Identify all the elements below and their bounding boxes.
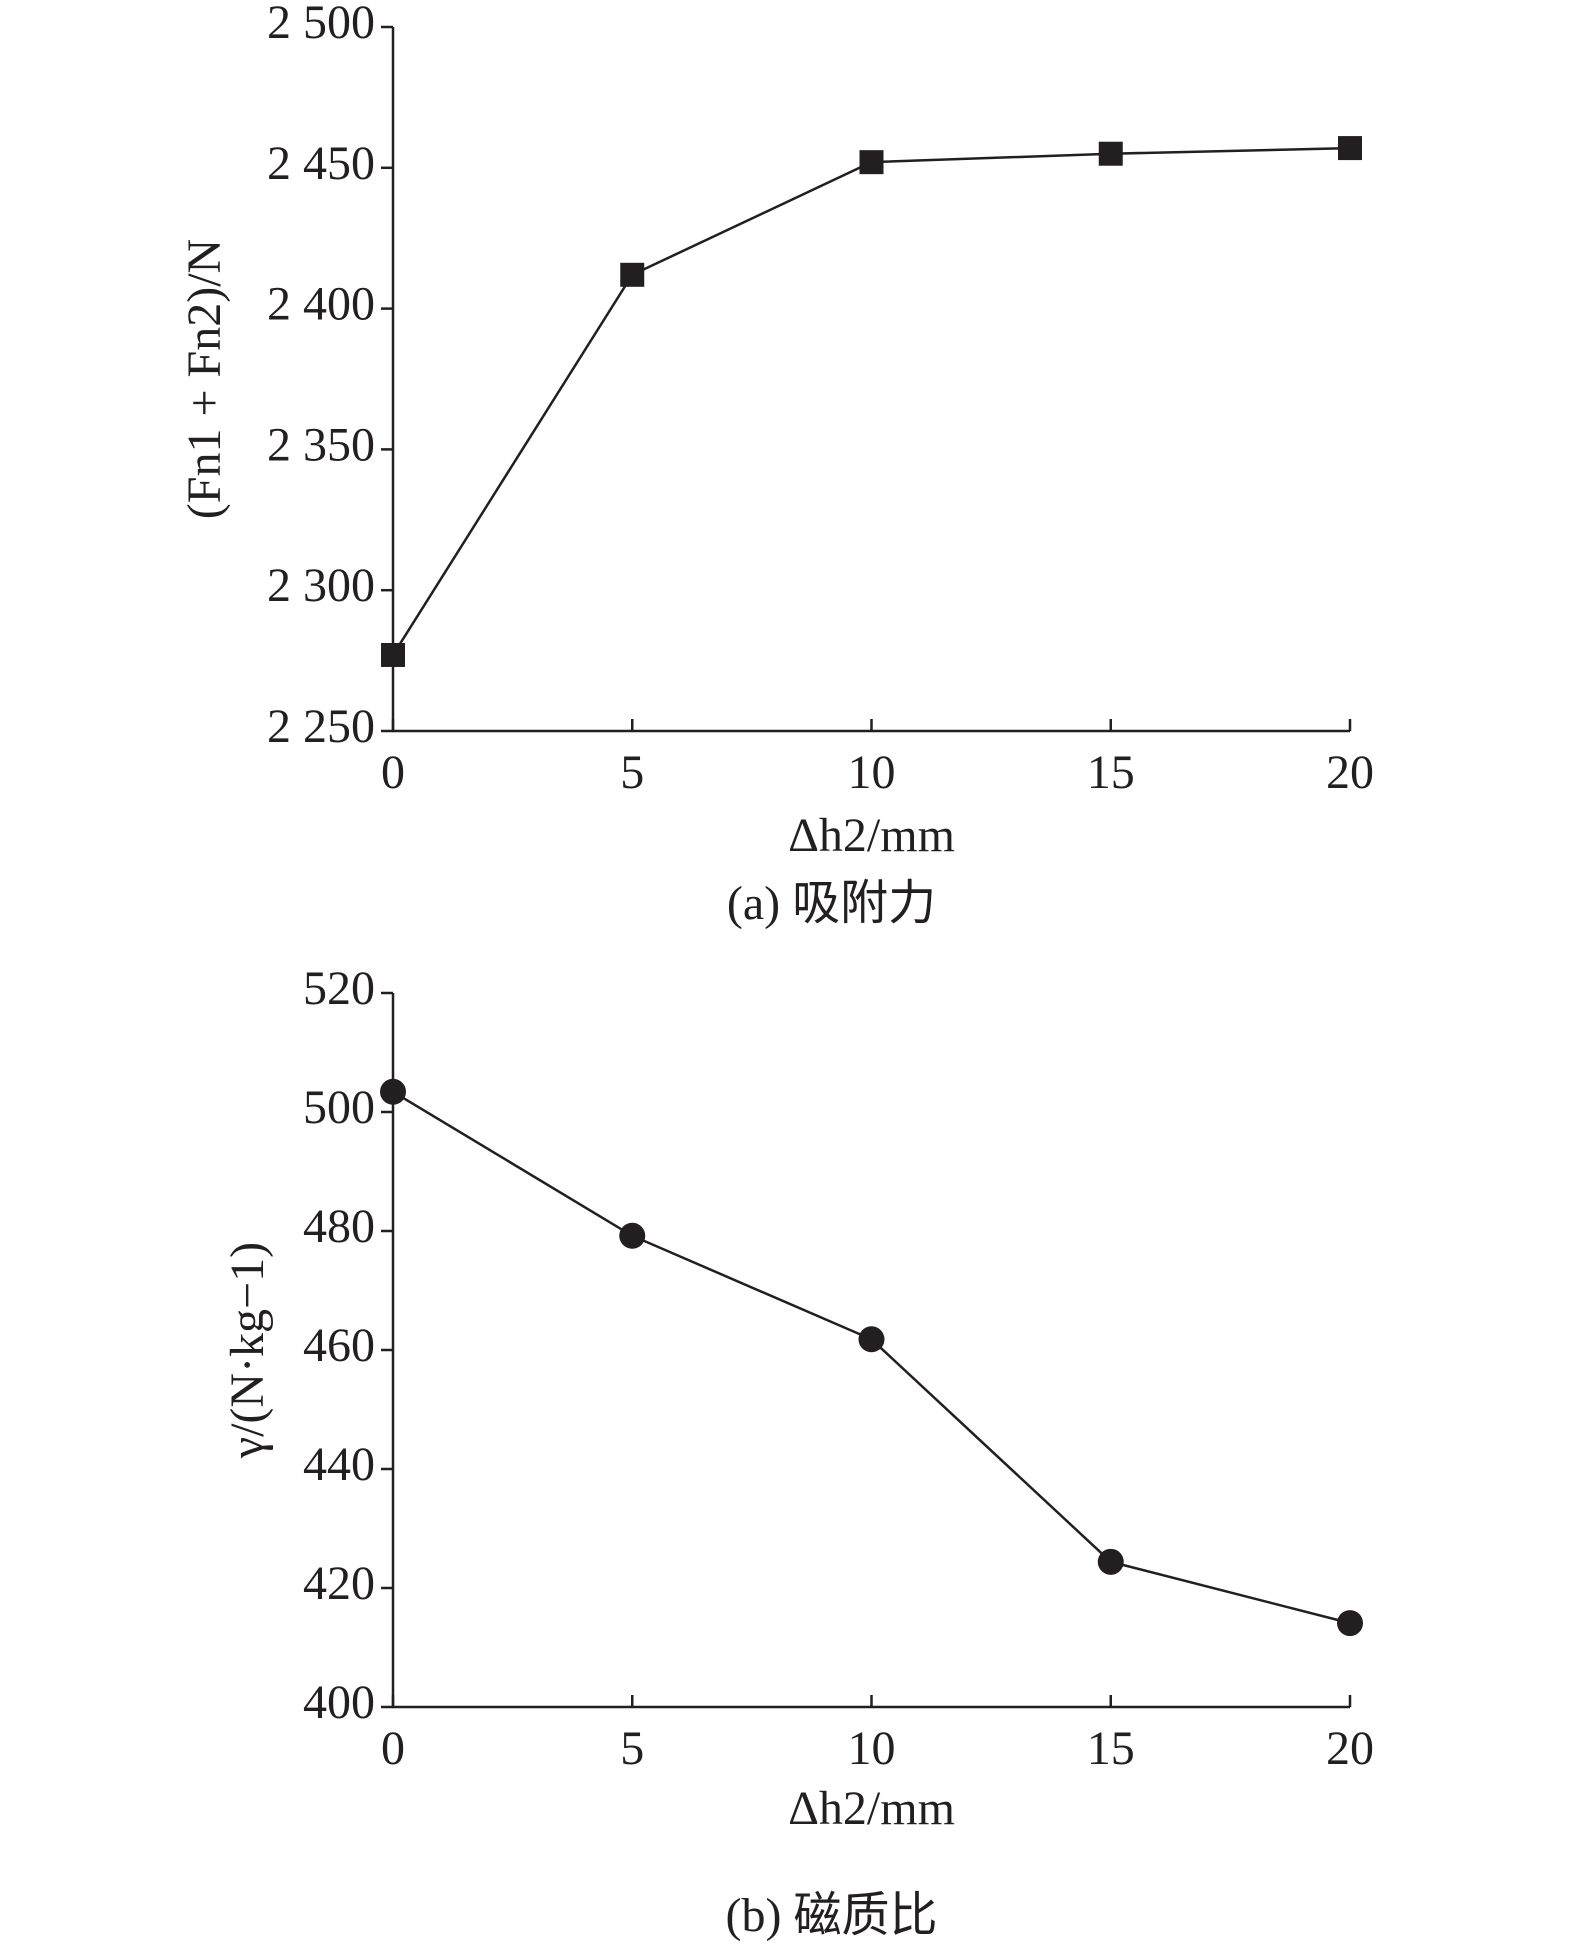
y-tick-label: 400 — [303, 1676, 375, 1729]
y-tick-label: 2 500 — [267, 0, 375, 49]
y-axis-label: γ/(N·kg−1) — [221, 1242, 274, 1459]
marker — [859, 150, 884, 175]
y-tick-label: 2 400 — [267, 278, 375, 331]
caption: (b) 磁质比 — [726, 1889, 938, 1942]
x-tick-label: 15 — [1087, 746, 1135, 799]
marker — [1337, 1610, 1363, 1637]
x-tick-label: 5 — [620, 1722, 644, 1775]
x-tick-label: 10 — [848, 746, 896, 799]
marker — [380, 1078, 406, 1105]
y-tick-label: 420 — [303, 1557, 375, 1610]
x-tick-label: 0 — [381, 1722, 405, 1775]
x-tick-label: 15 — [1087, 1722, 1135, 1775]
y-tick-label: 520 — [303, 962, 375, 1015]
x-axis-label: Δh2/mm — [788, 809, 955, 862]
x-tick-label: 0 — [381, 746, 405, 799]
x-axis-label: Δh2/mm — [788, 1782, 955, 1835]
y-tick-label: 480 — [303, 1200, 375, 1253]
marker — [381, 642, 405, 667]
x-tick-label: 20 — [1326, 746, 1374, 799]
line — [391, 146, 1351, 656]
marker — [1338, 136, 1362, 161]
y-axis-label: (Fn1 + Fn2)/N — [178, 239, 231, 519]
x-tick-label: 20 — [1326, 1722, 1374, 1775]
axes — [391, 27, 1350, 733]
y-tick-label: 440 — [303, 1438, 375, 1491]
marker — [620, 262, 645, 287]
x-tick-label: 10 — [848, 1722, 896, 1775]
marker — [1098, 141, 1123, 166]
y-tick-label: 2 300 — [267, 559, 375, 612]
y-tick-label: 500 — [303, 1081, 375, 1134]
x-tick-label: 5 — [620, 746, 644, 799]
marker — [619, 1222, 646, 1249]
marker — [858, 1326, 885, 1353]
y-tick-label: 2 350 — [267, 418, 375, 471]
caption: (a) 吸附力 — [727, 877, 936, 930]
line — [392, 1090, 1351, 1625]
y-tick-label: 2 450 — [267, 137, 375, 190]
y-tick-label: 2 250 — [267, 700, 375, 753]
y-tick-label: 460 — [303, 1319, 375, 1372]
marker — [1097, 1548, 1124, 1575]
